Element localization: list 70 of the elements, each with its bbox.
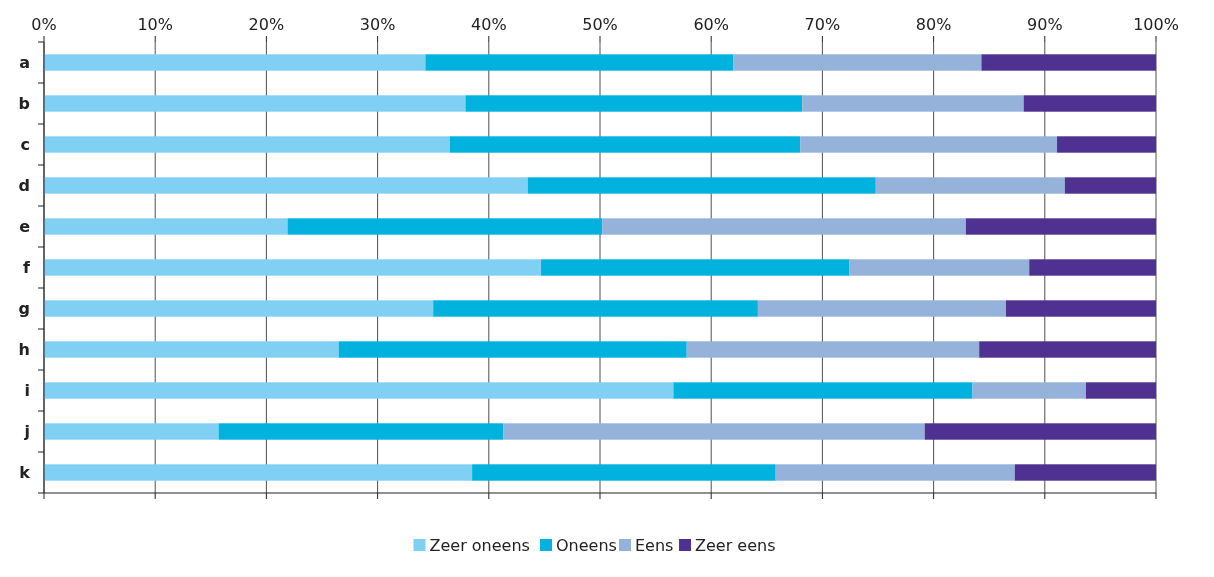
bar: [775, 464, 1015, 481]
bar: [1064, 177, 1156, 194]
x-tick-label: 40%: [471, 15, 507, 34]
bar: [433, 300, 758, 317]
bar: [924, 423, 1156, 440]
bar: [979, 341, 1156, 358]
bar: [527, 177, 876, 194]
x-tick-label: 70%: [804, 15, 841, 34]
bar: [44, 95, 466, 112]
legend-label: Oneens: [556, 535, 617, 555]
bar: [1005, 300, 1156, 317]
bar: [981, 54, 1156, 71]
x-tick-label: 0%: [31, 15, 57, 34]
y-tick-label: k: [19, 463, 31, 483]
bar: [972, 382, 1086, 399]
x-tick-label: 50%: [582, 15, 618, 34]
bar: [686, 341, 980, 358]
bar: [1085, 382, 1156, 399]
y-tick-label: i: [24, 381, 30, 401]
bar: [218, 423, 504, 440]
bar: [1057, 136, 1156, 153]
bar: [472, 464, 776, 481]
y-tick-label: e: [19, 217, 31, 237]
y-tick-label: a: [19, 53, 30, 73]
bar: [44, 341, 339, 358]
bar: [449, 136, 801, 153]
bar: [44, 54, 426, 71]
legend-label: Zeer eens: [695, 535, 776, 555]
x-tick-label: 80%: [915, 15, 952, 34]
x-tick-label: 30%: [359, 15, 396, 34]
bar: [503, 423, 925, 440]
bar: [44, 423, 219, 440]
bar: [602, 218, 966, 235]
bar: [44, 382, 674, 399]
bar: [44, 464, 473, 481]
y-tick-label: d: [18, 176, 30, 196]
bar: [800, 136, 1058, 153]
x-tick-label: 90%: [1027, 15, 1063, 34]
y-tick-label: j: [23, 422, 30, 442]
bar: [44, 259, 542, 276]
bar: [849, 259, 1030, 276]
bar: [338, 341, 687, 358]
bar: [673, 382, 973, 399]
bar: [1014, 464, 1156, 481]
bar: [44, 300, 434, 317]
bar: [1029, 259, 1156, 276]
bar: [44, 177, 528, 194]
bar: [287, 218, 603, 235]
x-tick-label: 60%: [693, 15, 729, 34]
y-tick-label: h: [18, 340, 30, 360]
bar: [44, 218, 288, 235]
y-tick-label: f: [23, 258, 32, 278]
legend-label: Zeer oneens: [429, 535, 530, 555]
x-tick-label: 10%: [137, 15, 173, 34]
y-tick-label: g: [18, 299, 30, 319]
bar: [425, 54, 734, 71]
bar: [465, 95, 803, 112]
bar: [757, 300, 1006, 317]
x-tick-label: 100%: [1133, 15, 1179, 34]
bar: [1023, 95, 1156, 112]
y-tick-label: c: [20, 135, 30, 155]
bar: [44, 136, 450, 153]
bar: [875, 177, 1065, 194]
bar: [733, 54, 982, 71]
bar: [965, 218, 1156, 235]
bar: [802, 95, 1024, 112]
bar: [541, 259, 850, 276]
y-tick-label: b: [18, 94, 30, 114]
x-tick-label: 20%: [248, 15, 285, 34]
legend-label: Eens: [635, 535, 674, 555]
